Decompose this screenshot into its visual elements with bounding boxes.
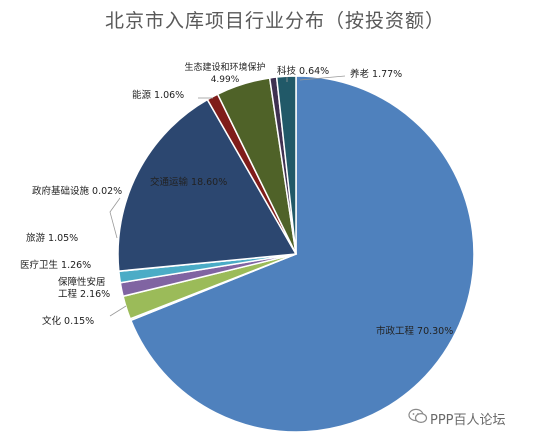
slice-label: 旅游 1.05% [26, 232, 78, 244]
slice-labels: 市政工程 70.30% 文化 0.15% 保障性安居工程 2.16% 医疗卫生 1.2… [20, 61, 453, 337]
pie-slices [117, 75, 475, 433]
slice-label: 生态建设和环境保护 4.99% [184, 61, 265, 85]
slice-label: 科技 0.64% [277, 65, 329, 77]
leader-line [109, 305, 127, 317]
watermark-text: PPP百人论坛 [430, 413, 506, 428]
leader-line [299, 75, 346, 81]
slice-label: 能源 1.06% [132, 89, 184, 101]
wechat-icon [408, 408, 428, 428]
leader-line [109, 197, 121, 239]
pie-slice [275, 75, 297, 255]
chart-title: 北京市入库项目行业分布（按投资额） [104, 10, 445, 32]
slice-label: 交通运输 18.60% [150, 176, 227, 188]
slice-label: 保障性安居工程 2.16% [58, 276, 110, 300]
slice-label: 政府基础设施 0.02% [32, 185, 122, 197]
slice-label: 养老 1.77% [350, 68, 402, 80]
slice-label: 市政工程 70.30% [376, 325, 453, 337]
pie-slice [129, 75, 475, 433]
slice-label: 文化 0.15% [42, 315, 94, 327]
slice-label: 医疗卫生 1.26% [20, 259, 91, 271]
leader-lines [109, 75, 346, 317]
pie-slice [117, 98, 298, 272]
